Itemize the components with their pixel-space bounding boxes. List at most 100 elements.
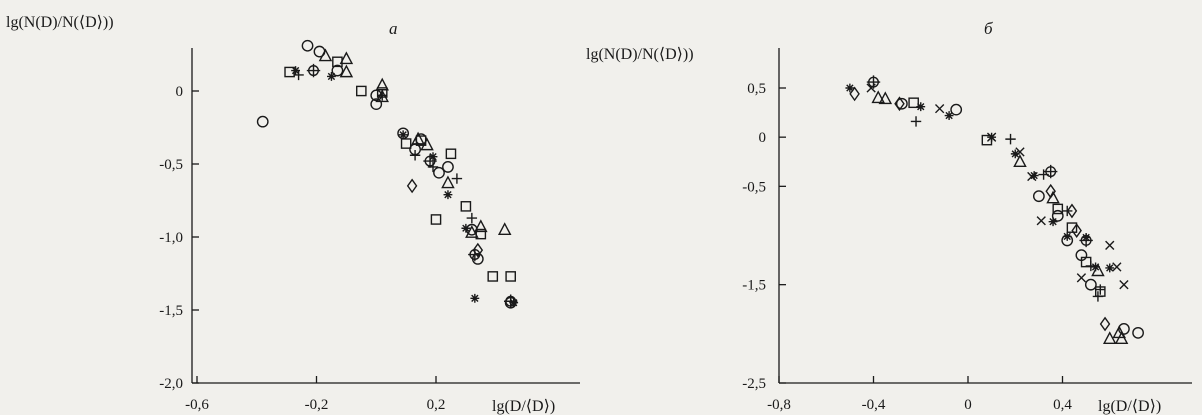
circle-marker [301,39,314,52]
circle-marker [331,64,344,77]
square-marker [1066,222,1078,233]
circle-plus-marker [866,75,881,89]
diamond-marker [1071,223,1082,238]
panel-label: б [984,19,993,38]
square-marker [1052,203,1064,215]
triangle-marker [411,131,425,145]
cross-marker [934,103,945,114]
chart-panel-a: 0 -0,5 -1,0 -1,5 -2,0-0,6 -0,2 0,2 lg(N(D)/N(⟨D… [6,14,580,415]
chart-panel-b: 0,5 0 -0,5 -1,5 -2,5-0,8 -0,4 0 0,4 lg(N(D)/N(⟨D… [586,19,1192,415]
series-circle-plus [866,75,1093,248]
triangle-marker [339,64,354,78]
circle-marker [370,98,383,111]
y-tick-label: -2,5 [742,376,766,392]
circle-marker [1051,209,1064,222]
star-marker [944,111,954,120]
circle-marker [1032,190,1045,203]
series-cross [866,83,1129,290]
circle-marker [1084,278,1097,291]
triangle-marker [474,219,488,233]
square-marker [460,201,472,212]
diamond-marker [406,178,418,194]
star-marker [1062,232,1072,241]
cross-marker [1112,262,1122,272]
triangle-marker [871,90,885,104]
circle-plus-marker [1079,233,1093,248]
square-marker [487,271,499,282]
circle-marker [256,115,269,128]
cross-marker [1036,216,1046,226]
y-tick-label: -2,0 [159,376,183,392]
plus-marker [1095,284,1106,295]
x-tick-label: -0,8 [767,397,791,413]
y-axis-label: lg(N(D)/N(⟨D⟩)) [586,46,694,63]
series-diamond [406,178,484,258]
series-triangle [871,90,1129,345]
triangle-marker [1013,154,1027,168]
series-diamond [849,86,1111,332]
star-marker [291,66,301,75]
square-marker [908,97,919,109]
square-marker [1080,256,1092,268]
star-marker [1029,171,1039,180]
star-marker [845,83,855,93]
triangle-marker [339,51,354,65]
star-marker [443,190,453,200]
series-plus [910,116,1106,302]
star-marker [1010,149,1020,159]
star-marker [1048,217,1058,227]
plus-marker [377,90,388,101]
square-marker [445,148,457,160]
y-tick-label: 0 [759,130,767,146]
circle-plus-marker [423,154,437,168]
star-marker [398,130,408,140]
square-marker [430,214,442,225]
plus-marker [466,212,478,224]
circle-marker [895,97,908,110]
y-tick-label: -1,0 [159,230,183,246]
cross-marker [986,132,997,142]
diamond-marker [1099,316,1111,332]
star-marker [461,223,471,233]
star-marker [470,293,480,303]
panel-label: a [389,19,398,38]
cross-marker [1119,280,1129,290]
x-tick-label: 0 [964,397,972,413]
triangle-marker [375,89,389,103]
x-tick-label: -0,2 [305,397,329,413]
cross-marker [1015,147,1025,157]
triangle-marker [441,175,455,189]
y-tick-label: -1,5 [159,303,183,319]
x-tick-label: -0,4 [862,397,886,413]
square-marker [356,85,367,97]
x-tick-label: 0,4 [1053,397,1072,413]
series-plus [293,69,478,224]
diamond-marker [849,86,860,102]
circle-plus-marker [306,63,321,78]
circle-marker [442,161,454,173]
triangle-marker [497,222,512,236]
plus-marker [1092,291,1104,302]
series-circle [256,39,517,309]
series-star [291,66,519,308]
series-square [284,56,516,282]
circle-marker [1132,326,1145,339]
y-tick-label: 0,5 [747,81,766,97]
plus-marker [451,173,463,184]
star-marker [327,71,336,81]
cross-marker [1027,171,1037,182]
diamond-marker [472,242,484,258]
series-square [908,97,1106,297]
triangle-marker [318,48,333,62]
plus-marker [1085,260,1097,272]
series-circle-plus [306,63,518,308]
circle-plus-marker [1043,164,1058,179]
plus-marker [1062,205,1073,217]
star-marker [916,102,926,112]
plus-marker [1005,133,1016,145]
series-circle [895,97,1145,339]
series-star [845,83,1115,273]
y-axis-label: lg(N(D)/N(⟨D⟩)) [6,14,114,31]
y-tick-label: -0,5 [159,157,183,173]
